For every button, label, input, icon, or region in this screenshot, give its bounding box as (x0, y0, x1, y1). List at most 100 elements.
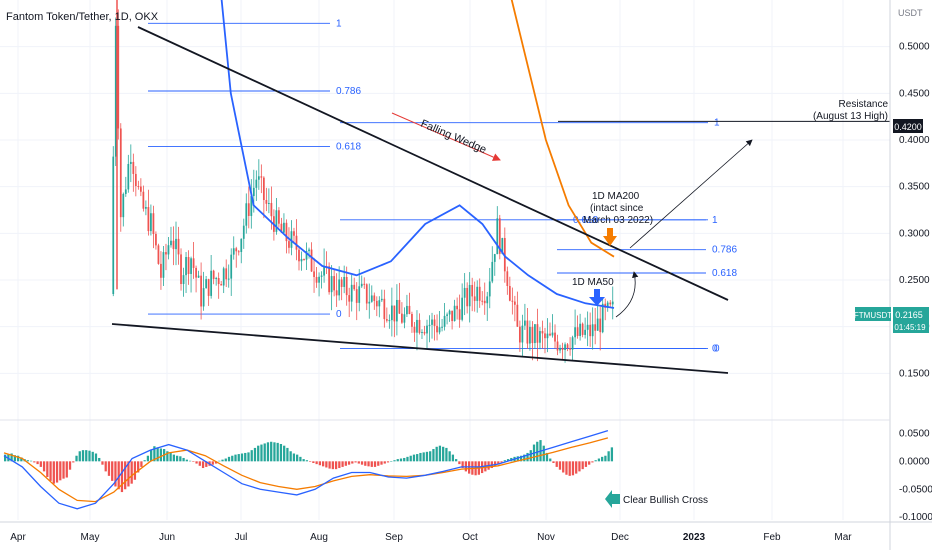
candle-body (255, 179, 258, 188)
candle-body (451, 310, 453, 322)
candle-body (551, 332, 554, 336)
macd-tick-label: -0.0500 (899, 484, 932, 495)
macd-histogram-bar (390, 461, 393, 462)
macd-histogram-bar (334, 461, 338, 470)
macd-histogram-bar (321, 461, 325, 467)
candle-body (265, 200, 268, 204)
macd-histogram-bar (273, 442, 276, 462)
price-tick-label: 0.4000 (899, 135, 930, 146)
candle-body (396, 299, 398, 322)
candle-body (278, 210, 280, 224)
candle-body (506, 271, 509, 286)
candle-body (267, 202, 270, 204)
candle-body (609, 302, 612, 305)
price-tick-label: 0.4500 (899, 88, 930, 99)
curve-arrow (615, 271, 639, 318)
macd-histogram-bar (506, 459, 510, 462)
candle-body (431, 319, 433, 325)
macd-histogram-bar (101, 461, 104, 465)
candle-body (225, 268, 228, 280)
candle-body (453, 305, 456, 322)
macd-histogram-bar (432, 449, 435, 462)
macd-histogram-bar (4, 454, 7, 462)
macd-histogram-bar (263, 443, 266, 462)
macd-histogram-bar (325, 461, 328, 468)
candle-body (275, 210, 278, 232)
last-price-symbol: FTMUSDT (854, 311, 892, 320)
macd-histogram-bar (338, 461, 341, 469)
candle-body (145, 207, 147, 209)
candle-body (531, 326, 534, 344)
fib-level-label: 1 (336, 18, 342, 29)
candle-body (486, 296, 489, 304)
candle-body (150, 213, 152, 232)
candle-body (373, 295, 376, 301)
candle-body (160, 263, 162, 278)
candle-body (210, 270, 213, 296)
macd-histogram-bar (552, 461, 555, 463)
candle-body (599, 318, 602, 333)
macd-histogram-bar (445, 447, 448, 462)
candle-body (576, 327, 579, 336)
candle-body (250, 196, 253, 216)
candle-body (526, 320, 529, 344)
macd-histogram-bar (571, 461, 575, 476)
candle-body (476, 286, 479, 301)
candle-body (606, 302, 609, 308)
candle-body (257, 176, 260, 180)
resistance-price-value: 0.4200 (894, 122, 922, 132)
candle-body (298, 249, 300, 262)
macd-histogram-bar (497, 461, 500, 465)
candle-body (172, 240, 175, 250)
fib-level-label: 0.618 (712, 268, 737, 279)
macd-histogram-bar (386, 461, 390, 463)
macd-histogram-bar (214, 461, 218, 464)
macd-histogram-bar (33, 461, 36, 463)
macd-histogram-bar (59, 461, 62, 481)
candle-body (147, 207, 150, 232)
candle-body (170, 240, 172, 246)
candle-body (202, 288, 205, 307)
macd-histogram-bar (156, 447, 159, 462)
price-tick-label: 0.3000 (899, 228, 930, 239)
macd-histogram-bar (519, 455, 523, 462)
macd-histogram-bar (153, 446, 156, 462)
macd-histogram-bar (104, 461, 107, 472)
candle-body (571, 337, 574, 350)
macd-histogram-bar (383, 461, 386, 464)
candle-body (197, 275, 200, 278)
candle-body (508, 285, 511, 301)
candle-body (390, 305, 393, 321)
candle-body (368, 301, 371, 304)
resistance-label-line2: (August 13 High) (813, 111, 888, 122)
candle-body (308, 249, 310, 252)
macd-histogram-bar (46, 461, 49, 477)
candle-body (496, 218, 499, 255)
candle-body (290, 231, 293, 248)
macd-histogram-bar (500, 461, 503, 463)
macd-histogram-bar (244, 452, 247, 462)
candle-body (330, 276, 333, 293)
candle-body (303, 258, 305, 260)
candle-body (280, 223, 283, 233)
candle-body (177, 238, 180, 255)
candle-body (443, 315, 446, 327)
macd-histogram-bar (20, 457, 23, 462)
macd-histogram-bar (231, 455, 234, 462)
candle-body (421, 331, 423, 333)
candle-body (401, 313, 403, 323)
candle-body (345, 276, 348, 296)
macd-histogram-bar (542, 445, 545, 462)
macd-histogram-bar (117, 461, 120, 490)
last-price-tag (893, 307, 929, 333)
macd-histogram-bar (224, 458, 227, 462)
macd-histogram-bar (555, 461, 558, 467)
macd-histogram-bar (205, 461, 208, 467)
time-tick-label: Feb (763, 532, 781, 543)
macd-histogram-bar (302, 459, 305, 462)
wedge-lower-line (111, 323, 729, 374)
candle-body (220, 284, 223, 286)
macd-histogram-bar (240, 453, 244, 462)
candle-body (300, 258, 303, 262)
